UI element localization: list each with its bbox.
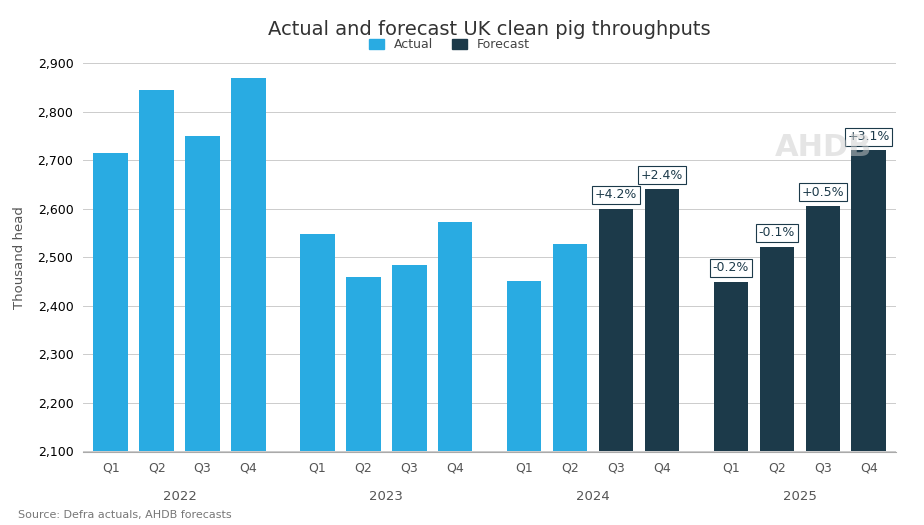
Text: 2022: 2022 bbox=[163, 490, 197, 503]
Text: 2024: 2024 bbox=[577, 490, 610, 503]
Bar bbox=[852, 150, 886, 452]
Bar bbox=[140, 90, 174, 452]
Bar bbox=[806, 206, 840, 452]
Bar bbox=[553, 244, 588, 452]
Bar bbox=[186, 136, 220, 452]
Text: 2023: 2023 bbox=[370, 490, 403, 503]
Legend: Actual, Forecast: Actual, Forecast bbox=[369, 38, 529, 51]
Bar bbox=[438, 222, 472, 452]
Text: +2.4%: +2.4% bbox=[641, 169, 683, 182]
Bar bbox=[713, 281, 748, 452]
Text: +3.1%: +3.1% bbox=[847, 130, 890, 143]
Bar bbox=[93, 153, 128, 451]
Text: +4.2%: +4.2% bbox=[595, 188, 638, 202]
Bar bbox=[392, 265, 427, 452]
Y-axis label: Thousand head: Thousand head bbox=[14, 206, 27, 309]
Text: 2025: 2025 bbox=[783, 490, 817, 503]
Text: AHDB: AHDB bbox=[774, 133, 872, 162]
Bar bbox=[346, 277, 381, 452]
Title: Actual and forecast UK clean pig throughputs: Actual and forecast UK clean pig through… bbox=[268, 20, 711, 39]
Bar bbox=[507, 280, 541, 452]
Text: Source: Defra actuals, AHDB forecasts: Source: Defra actuals, AHDB forecasts bbox=[18, 510, 232, 520]
Bar bbox=[760, 247, 794, 452]
Text: +0.5%: +0.5% bbox=[801, 186, 845, 199]
Bar bbox=[300, 234, 334, 452]
Bar bbox=[231, 78, 266, 451]
Text: -0.1%: -0.1% bbox=[759, 226, 795, 239]
Bar bbox=[599, 208, 633, 452]
Text: -0.2%: -0.2% bbox=[712, 261, 749, 274]
Bar bbox=[645, 189, 679, 452]
